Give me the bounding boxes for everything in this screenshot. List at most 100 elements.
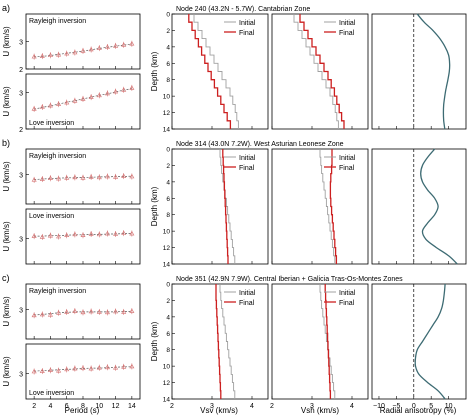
initial-model-line-b-vsh (319, 149, 336, 264)
initial-model-line-a-vsh (293, 14, 339, 129)
data-point-b-rayleigh (96, 174, 102, 180)
ytick-label-c-rayleigh: 3 (19, 307, 23, 314)
dispersion-label-c-rayleigh: Rayleigh inversion (29, 288, 86, 295)
data-point-a-rayleigh (129, 41, 135, 46)
data-point-b-rayleigh (129, 173, 135, 179)
dispersion-label-b-rayleigh: Rayleigh inversion (29, 153, 86, 160)
period-tick-label: 4 (48, 403, 52, 410)
depth-tick-label: 4 (166, 314, 170, 321)
data-point-c-love (113, 365, 119, 370)
legend-initial-label: Initial (339, 290, 356, 297)
depth-axis-label: Depth (km) (150, 321, 159, 361)
data-point-b-love (121, 230, 127, 235)
data-point-b-love (72, 231, 78, 237)
legend-initial-label: Initial (239, 20, 256, 27)
legend-initial-label: Initial (339, 20, 356, 27)
data-point-c-love (47, 367, 53, 373)
data-point-b-rayleigh (31, 177, 37, 182)
data-point-b-rayleigh (121, 173, 127, 178)
period-tick-label: 8 (81, 403, 85, 410)
data-point-b-love (129, 230, 135, 236)
data-point-a-love (80, 96, 86, 101)
data-point-c-rayleigh (129, 308, 135, 313)
final-model-line-c-vsh (324, 284, 332, 399)
data-point-b-love (64, 232, 70, 238)
data-point-b-love (80, 232, 86, 238)
anisotropy-curve-c (414, 283, 446, 400)
data-point-c-love (39, 368, 45, 373)
data-point-c-love (96, 365, 102, 370)
legend-final-label: Final (339, 165, 355, 172)
data-point-c-love (104, 364, 110, 370)
depth-tick-label: 12 (163, 245, 171, 252)
data-point-b-rayleigh (64, 175, 70, 180)
anisotropy-curve-a (416, 13, 451, 130)
data-point-b-love (96, 231, 102, 237)
data-point-a-love (96, 92, 102, 98)
data-point-a-rayleigh (31, 54, 37, 59)
final-model-line-a-vsv (188, 14, 232, 129)
depth-tick-label: 0 (166, 282, 170, 289)
anisotropy-curve-b (420, 148, 458, 265)
depth-tick-label: 8 (166, 212, 170, 219)
period-tick-label: 6 (65, 403, 69, 410)
depth-tick-label: 6 (166, 196, 170, 203)
data-point-c-love (80, 365, 86, 370)
vsv-axis-label: Vsv (km/s) (200, 406, 238, 415)
data-point-b-rayleigh (104, 173, 110, 179)
initial-model-line-a-vsv (193, 14, 239, 129)
data-point-c-rayleigh (39, 311, 45, 317)
aniso-frame-c (371, 283, 467, 400)
legend-final-label: Final (239, 300, 255, 307)
final-model-line-b-vsh (329, 149, 338, 264)
depth-tick-label: 4 (166, 179, 170, 186)
period-tick-label: 14 (128, 403, 136, 410)
data-point-a-rayleigh (88, 46, 94, 52)
data-point-b-love (39, 234, 45, 239)
depth-tick-label: 14 (163, 262, 171, 269)
ylabel-b-love: U (km/s) (2, 221, 11, 252)
period-tick-label: 12 (112, 403, 120, 410)
dispersion-label-b-love: Love inversion (29, 213, 74, 220)
initial-model-line-b-vsv (219, 149, 236, 264)
data-point-c-rayleigh (104, 309, 110, 315)
ytick-label-a-love: 2 (19, 127, 23, 134)
row-label-b: b) (2, 138, 10, 148)
depth-tick-label: 12 (163, 110, 171, 117)
depth-axis-label: Depth (km) (150, 186, 159, 226)
velocity-tick-label: 3 (310, 403, 314, 410)
depth-tick-label: 0 (166, 12, 170, 19)
data-point-b-rayleigh (47, 175, 53, 180)
depth-axis-label: Depth (km) (150, 51, 159, 91)
data-point-a-rayleigh (104, 44, 110, 49)
depth-tick-label: 6 (166, 331, 170, 338)
velocity-tick-label: 2 (170, 403, 174, 410)
depth-tick-label: 2 (166, 163, 170, 170)
data-point-c-rayleigh (80, 309, 86, 315)
data-point-b-love (31, 233, 37, 238)
legend-final-label: Final (239, 30, 255, 37)
ylabel-a-love: U (km/s) (2, 86, 11, 117)
depth-tick-label: 2 (166, 298, 170, 305)
data-point-a-rayleigh (96, 45, 102, 50)
velocity-frame-a-vsh (271, 13, 369, 130)
depth-tick-label: 2 (166, 28, 170, 35)
aniso-tick-label: 5 (429, 403, 433, 410)
data-point-c-rayleigh (56, 310, 62, 315)
ytick-label-a-love: 3 (19, 90, 23, 97)
data-point-a-love (47, 102, 53, 108)
data-point-c-rayleigh (47, 312, 53, 317)
initial-model-line-c-vsv (219, 284, 236, 399)
ytick-label-a-rayleigh: 2 (19, 67, 23, 74)
final-model-line-b-vsv (222, 149, 229, 264)
velocity-frame-a-vsv (171, 13, 269, 130)
data-point-c-love (64, 366, 70, 372)
data-point-b-rayleigh (80, 175, 86, 180)
data-point-b-love (104, 230, 110, 236)
data-point-a-rayleigh (56, 52, 62, 57)
data-point-b-love (47, 233, 53, 238)
data-point-b-love (56, 233, 62, 239)
data-point-a-love (72, 98, 78, 103)
data-point-b-love (88, 231, 94, 236)
ytick-label-b-love: 3 (19, 237, 23, 244)
